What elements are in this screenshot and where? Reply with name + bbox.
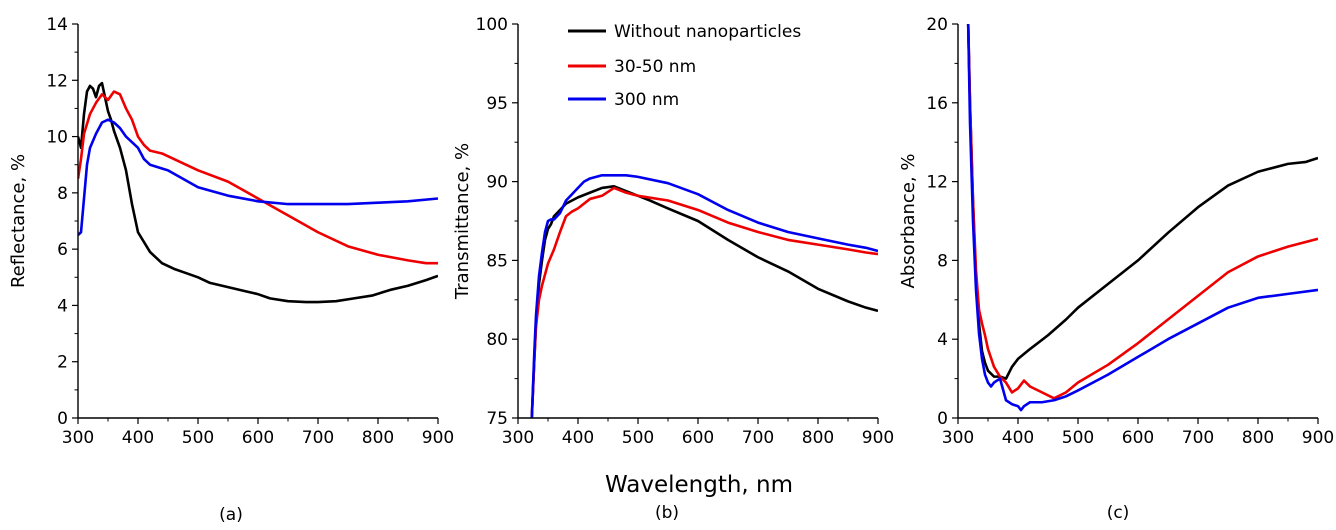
legend: Without nanoparticles 30-50 nm 300 nm: [568, 22, 801, 110]
y-tick-label: 12: [926, 173, 948, 193]
y-tick-label: 75: [486, 409, 508, 429]
x-tick-label: 400: [122, 428, 154, 448]
y-tick-label: 2: [57, 353, 68, 373]
x-tick-label: 500: [1062, 428, 1094, 448]
y-tick-label: 8: [937, 251, 948, 271]
panel-c: 300 400 500 600 700 800 900 0 4 8 12 16 20 Absorbance…: [898, 15, 1334, 523]
x-tick-label: 700: [302, 428, 334, 448]
x-tick-label: 800: [802, 428, 834, 448]
y-tick-label: 4: [937, 330, 948, 350]
x-tick-label: 900: [422, 428, 454, 448]
legend-label-300nm: 300 nm: [614, 90, 679, 110]
y-tick-label: 12: [46, 71, 68, 91]
x-tick-label: 700: [1182, 428, 1214, 448]
y-tick-label: 80: [486, 330, 508, 350]
y-tick-label: 100: [476, 15, 508, 35]
panel-label: (a): [219, 505, 243, 525]
series-line-300nm: [78, 118, 438, 237]
y-tick-label: 6: [57, 240, 68, 260]
legend-label-without-nanoparticles: Without nanoparticles: [614, 22, 801, 42]
series-line-without-nanoparticles: [78, 81, 438, 304]
x-tick-label: 400: [562, 428, 594, 448]
series-line-without-nanoparticles: [530, 185, 878, 418]
y-tick-label: 8: [57, 184, 68, 204]
y-tick-label: 90: [486, 173, 508, 193]
x-tick-label: 500: [182, 428, 214, 448]
series-line-30-50nm: [78, 90, 438, 265]
x-tick-label: 500: [622, 428, 654, 448]
series-line-30-50nm: [966, 24, 1318, 400]
x-tick-label: 700: [742, 428, 774, 448]
x-tick-label: 300: [502, 428, 534, 448]
x-tick-label: 800: [1242, 428, 1274, 448]
x-tick-label: 300: [942, 428, 974, 448]
y-tick-label: 10: [46, 128, 68, 148]
y-tick-label: 85: [486, 251, 508, 271]
series-line-300nm: [966, 24, 1318, 412]
shared-x-axis-label: Wavelength, nm: [605, 472, 793, 498]
series-line-30-50nm: [530, 186, 878, 418]
y-axis-label: Absorbance, %: [898, 154, 919, 289]
legend-label-30-50nm: 30-50 nm: [614, 57, 696, 77]
panel-label: (c): [1107, 503, 1130, 523]
x-tick-label: 400: [1002, 428, 1034, 448]
y-axis-label: Transmittance, %: [452, 143, 473, 300]
x-tick-label: 900: [862, 428, 894, 448]
panel-a: 300 400 500 600 700 800 900 0 2 4 6 8 10 12 14 Reflecta…: [8, 15, 454, 525]
panel-b: 300 400 500 600 700 800 900 75 80 85 90 95 100 Transm…: [452, 15, 894, 523]
y-tick-label: 0: [937, 409, 948, 429]
panel-label: (b): [655, 503, 679, 523]
y-tick-label: 14: [46, 15, 68, 35]
y-tick-label: 20: [926, 15, 948, 35]
x-tick-label: 600: [682, 428, 714, 448]
x-tick-label: 800: [362, 428, 394, 448]
x-tick-label: 300: [62, 428, 94, 448]
y-tick-label: 0: [57, 409, 68, 429]
series-line-300nm: [530, 174, 878, 418]
x-tick-label: 900: [1302, 428, 1334, 448]
x-tick-label: 600: [1122, 428, 1154, 448]
y-axis-label: Reflectance, %: [8, 154, 29, 288]
series-line-without-nanoparticles: [966, 24, 1318, 380]
x-tick-label: 600: [242, 428, 274, 448]
y-tick-label: 16: [926, 94, 948, 114]
y-tick-label: 4: [57, 296, 68, 316]
y-tick-label: 95: [486, 94, 508, 114]
